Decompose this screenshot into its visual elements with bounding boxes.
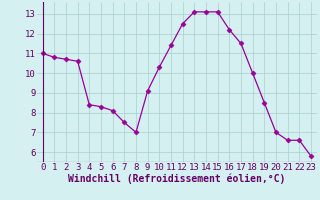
X-axis label: Windchill (Refroidissement éolien,°C): Windchill (Refroidissement éolien,°C) (68, 174, 285, 184)
